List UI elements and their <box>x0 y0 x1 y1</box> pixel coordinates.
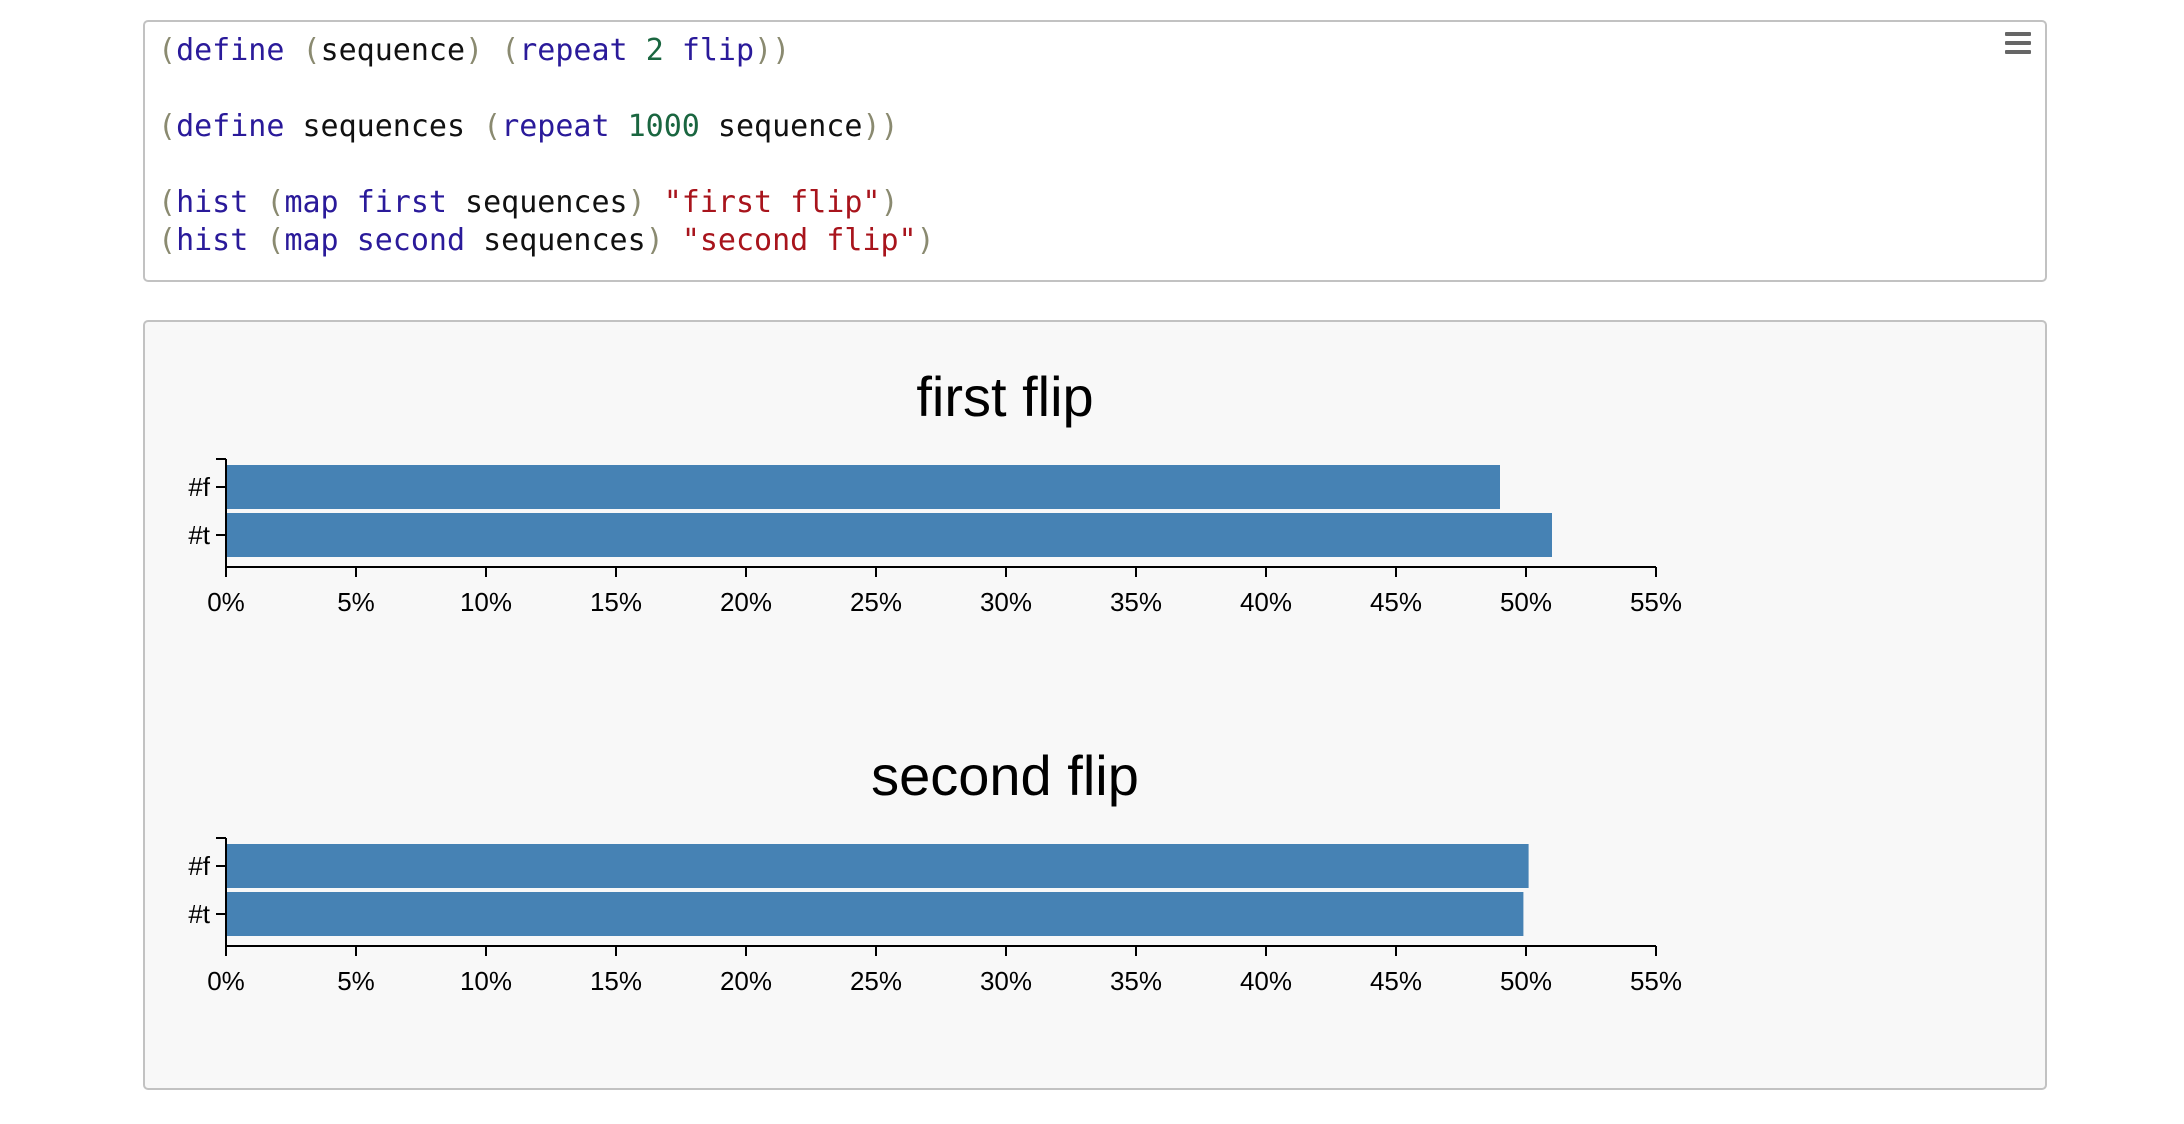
x-tick-label: 20% <box>720 587 772 617</box>
code-token: repeat <box>519 33 628 68</box>
hamburger-menu-icon[interactable] <box>2005 32 2031 56</box>
code-token: ( <box>501 33 520 68</box>
code-line: (hist (map first sequences) "first flip"… <box>158 184 935 222</box>
code-token: flip <box>681 33 755 68</box>
bar-t <box>227 513 1552 557</box>
code-token: "first flip" <box>663 185 881 220</box>
code-token: ) <box>645 223 664 258</box>
x-tick-label: 50% <box>1500 966 1552 996</box>
x-tick-label: 0% <box>207 966 245 996</box>
code-token <box>248 223 266 258</box>
x-tick-label: 10% <box>460 587 512 617</box>
code-token: 2 <box>645 33 664 68</box>
x-tick-label: 40% <box>1240 587 1292 617</box>
bar-f <box>227 465 1500 509</box>
code-token: map <box>284 185 339 220</box>
code-line: (define (sequence) (repeat 2 flip)) <box>158 32 935 70</box>
x-tick-label: 5% <box>337 966 375 996</box>
code-token: ( <box>158 33 177 68</box>
x-tick-label: 10% <box>460 966 512 996</box>
chart-title: first flip <box>916 365 1093 428</box>
code-token: sequences <box>465 223 646 258</box>
bar-f <box>227 844 1529 888</box>
code-line: (hist (map second sequences) "second fli… <box>158 222 935 260</box>
menu-line <box>2005 50 2031 54</box>
code-token: map <box>284 223 339 258</box>
code-token <box>664 33 682 68</box>
code-token <box>284 33 302 68</box>
bar-t <box>227 892 1524 936</box>
code-token: ( <box>158 185 177 220</box>
code-token <box>339 223 357 258</box>
code-line: (define sequences (repeat 1000 sequence)… <box>158 108 935 146</box>
x-tick-label: 25% <box>850 587 902 617</box>
code-token: "second flip" <box>681 223 917 258</box>
code-token: ( <box>266 223 285 258</box>
code-token: ( <box>483 109 502 144</box>
code-token <box>248 185 266 220</box>
code-token: ( <box>302 33 321 68</box>
code-token: repeat <box>501 109 610 144</box>
x-tick-label: 30% <box>980 587 1032 617</box>
code-token: ( <box>266 185 285 220</box>
code-token <box>339 185 357 220</box>
code-token: sequence <box>699 109 863 144</box>
code-token: ) <box>627 185 646 220</box>
code-token: ) <box>465 33 484 68</box>
code-text[interactable]: (define (sequence) (repeat 2 flip)) (defi… <box>158 32 935 260</box>
code-token <box>483 33 501 68</box>
output-panel: first flip #f #t 0% 5% 10% 15% 20% 25% 30% 35% 40% 4… <box>143 320 2047 1090</box>
x-tick-label: 50% <box>1500 587 1552 617</box>
code-token: )) <box>754 33 791 68</box>
code-token: )) <box>862 109 899 144</box>
x-tick-label: 15% <box>590 966 642 996</box>
code-token: sequences <box>447 185 628 220</box>
x-tick-label: 15% <box>590 587 642 617</box>
y-tick-label: #t <box>188 520 210 550</box>
y-tick-label: #f <box>188 472 210 502</box>
code-token: ( <box>158 223 177 258</box>
x-tick-label: 25% <box>850 966 902 996</box>
x-tick-label: 0% <box>207 587 245 617</box>
code-token: ( <box>158 109 177 144</box>
code-editor[interactable]: (define (sequence) (repeat 2 flip)) (defi… <box>143 20 2047 282</box>
code-token: sequence <box>320 33 466 68</box>
code-token: hist <box>176 185 249 220</box>
y-tick-label: #t <box>188 899 210 929</box>
y-tick-label: #f <box>188 851 210 881</box>
code-token <box>628 33 646 68</box>
x-tick-label: 35% <box>1110 587 1162 617</box>
menu-line <box>2005 41 2031 45</box>
code-token: 1000 <box>627 109 700 144</box>
chart-title: second flip <box>871 744 1139 807</box>
code-token: define <box>176 109 285 144</box>
code-line <box>158 70 935 108</box>
code-token: define <box>176 33 285 68</box>
code-token <box>610 109 628 144</box>
x-tick-label: 55% <box>1630 966 1682 996</box>
code-line <box>158 146 935 184</box>
code-token: second <box>356 223 466 258</box>
x-tick-label: 35% <box>1110 966 1162 996</box>
code-token: hist <box>176 223 249 258</box>
x-tick-label: 45% <box>1370 966 1422 996</box>
histogram-charts: first flip #f #t 0% 5% 10% 15% 20% 25% 30% 35% 40% 4… <box>188 365 1682 996</box>
code-token: sequences <box>284 109 484 144</box>
code-token <box>664 223 682 258</box>
x-tick-label: 45% <box>1370 587 1422 617</box>
x-tick-label: 30% <box>980 966 1032 996</box>
x-tick-label: 55% <box>1630 587 1682 617</box>
code-token: first <box>356 185 447 220</box>
code-token <box>646 185 664 220</box>
x-tick-label: 5% <box>337 587 375 617</box>
code-token: ) <box>880 185 899 220</box>
x-tick-label: 20% <box>720 966 772 996</box>
menu-line <box>2005 32 2031 36</box>
code-token: ) <box>916 223 935 258</box>
x-tick-label: 40% <box>1240 966 1292 996</box>
